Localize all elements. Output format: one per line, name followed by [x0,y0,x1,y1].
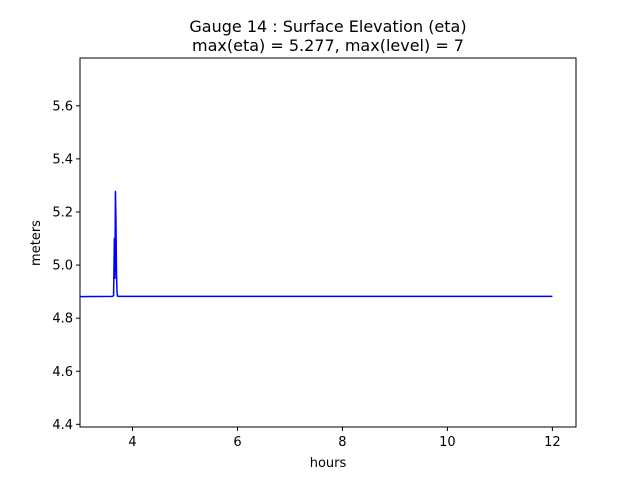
x-tick-label: 4 [128,435,136,450]
y-tick-label: 5.2 [52,205,73,220]
y-tick-label: 4.4 [52,418,73,433]
x-tick-label: 12 [544,435,561,450]
y-axis-label: meters [29,220,44,266]
plot-frame [79,57,577,428]
x-tick-label: 6 [233,435,241,450]
x-tick-label: 8 [338,435,346,450]
x-axis-ticks: 4 6 8 10 12 [128,427,561,450]
x-axis-label: hours [310,456,347,471]
y-tick-label: 5.6 [52,99,73,114]
series-line-0 [79,190,553,298]
y-tick-label: 5.4 [52,152,73,167]
y-tick-label: 4.6 [52,365,73,380]
x-tick-label: 10 [439,435,456,450]
y-tick-label: 4.8 [52,312,73,327]
chart-title: Gauge 14 : Surface Elevation (eta) [189,17,466,36]
y-tick-label: 5.0 [52,259,73,274]
plot-content [79,190,553,298]
y-axis-ticks: 4.4 4.6 4.8 5.0 5.2 5.4 5.6 [52,99,80,433]
chart-subtitle: max(eta) = 5.277, max(level) = 7 [192,36,464,55]
